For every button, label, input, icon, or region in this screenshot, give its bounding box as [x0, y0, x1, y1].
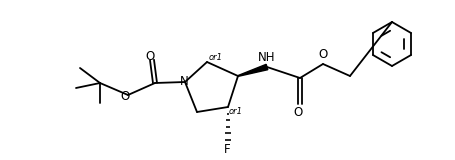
Text: or1: or1 [228, 107, 243, 116]
Text: O: O [145, 51, 154, 64]
Text: or1: or1 [208, 53, 222, 62]
Text: O: O [120, 91, 129, 104]
Text: O: O [318, 48, 327, 61]
Text: O: O [293, 106, 302, 119]
Text: F: F [223, 143, 230, 156]
Text: NH: NH [258, 51, 275, 64]
Text: N: N [179, 76, 188, 88]
Polygon shape [238, 64, 267, 76]
